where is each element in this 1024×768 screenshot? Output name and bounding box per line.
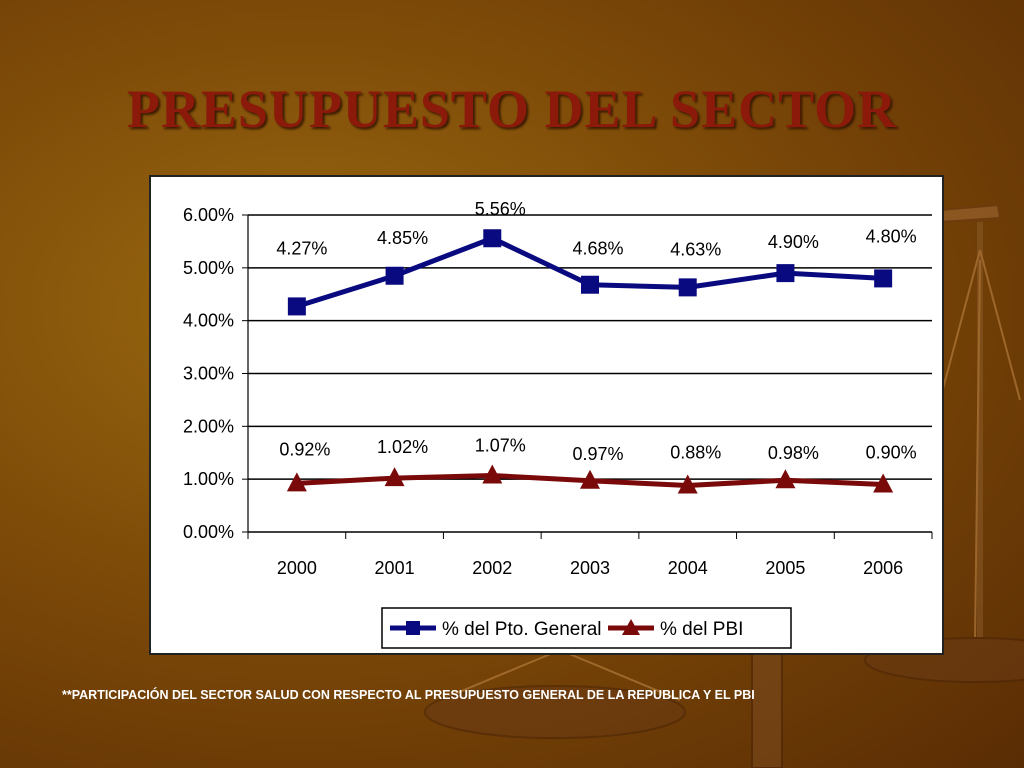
y-tick-label: 3.00% xyxy=(183,364,234,384)
data-point-square xyxy=(874,269,893,288)
data-point-square xyxy=(483,229,502,248)
data-label: 4.68% xyxy=(572,239,623,259)
chart-panel: 0.00% 1.00% 2.00% 3.00% 4.00% 5.00% 6.00% 2000 2… xyxy=(149,175,944,655)
data-label: 4.63% xyxy=(670,239,721,259)
y-tick-label: 1.00% xyxy=(183,469,234,489)
legend-swatch-triangle xyxy=(622,619,640,635)
line-chart: 0.00% 1.00% 2.00% 3.00% 4.00% 5.00% 6.00% 2000 2… xyxy=(183,199,933,649)
data-label: 4.80% xyxy=(866,226,917,246)
y-tick-label: 5.00% xyxy=(183,258,234,278)
legend-label: % del Pto. General xyxy=(442,619,601,640)
x-tick-label: 2004 xyxy=(668,558,708,578)
x-tick-label: 2003 xyxy=(570,558,610,578)
x-tick-label: 2001 xyxy=(375,558,415,578)
slide-title: PRESUPUESTO DEL SECTOR xyxy=(126,79,898,139)
x-tick-label: 2000 xyxy=(277,558,317,578)
data-label: 5.56% xyxy=(475,199,526,219)
y-tick-label: 6.00% xyxy=(183,205,234,225)
legend-swatch-square xyxy=(406,621,420,635)
data-point-triangle xyxy=(580,469,600,489)
y-tick-label: 4.00% xyxy=(183,311,234,331)
data-label: 4.85% xyxy=(377,228,428,248)
data-label: 4.27% xyxy=(276,238,327,258)
data-label: 0.98% xyxy=(768,443,819,463)
data-point-square xyxy=(678,278,697,297)
x-tick-label: 2006 xyxy=(863,558,903,578)
data-point-triangle xyxy=(384,467,405,487)
data-point-triangle xyxy=(775,469,796,489)
x-tick-label: 2005 xyxy=(765,558,805,578)
data-label: 0.88% xyxy=(670,443,721,463)
data-point-square xyxy=(776,264,795,283)
data-point-triangle xyxy=(677,474,698,494)
y-tick-label: 2.00% xyxy=(183,416,234,436)
data-point-square xyxy=(287,297,306,316)
x-tick-label: 2002 xyxy=(472,558,512,578)
data-point-square xyxy=(385,266,404,285)
data-label: 4.90% xyxy=(768,232,819,252)
footnote: **PARTICIPACIÓN DEL SECTOR SALUD CON RES… xyxy=(62,688,755,702)
data-label: 1.07% xyxy=(475,435,526,455)
y-tick-label: 0.00% xyxy=(183,522,234,542)
data-point-square xyxy=(581,275,599,294)
data-point-triangle xyxy=(873,473,894,493)
data-label: 0.90% xyxy=(866,442,917,462)
data-label: 0.92% xyxy=(279,439,330,459)
legend-label: % del PBI xyxy=(660,619,743,640)
data-label: 0.97% xyxy=(572,444,623,464)
data-point-triangle xyxy=(482,464,503,484)
data-label: 1.02% xyxy=(377,437,428,457)
data-point-triangle xyxy=(286,472,307,492)
legend-box xyxy=(381,607,792,649)
